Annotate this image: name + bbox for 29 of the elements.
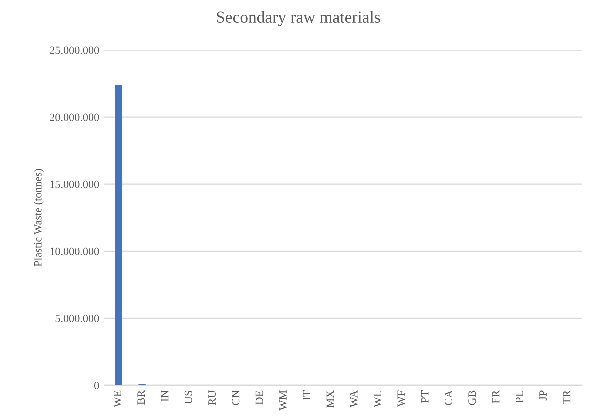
x-tick-label: TR	[563, 390, 571, 404]
x-tick-label: WF	[398, 390, 406, 407]
x-tick-label: FR	[492, 390, 500, 404]
x-tick-label: PT	[421, 390, 429, 403]
x-tick-label: MX	[326, 390, 334, 408]
y-tick-label: 15.000.000	[50, 180, 100, 188]
x-tick-label: BR	[138, 390, 146, 405]
y-tick-label: 5.000.000	[56, 314, 100, 322]
y-tick-label: 25.000.000	[50, 46, 100, 54]
x-tick-label: RU	[208, 390, 216, 406]
x-tick-label: WM	[280, 390, 288, 411]
x-tick-label: CA	[444, 390, 452, 406]
x-tick-label: DE	[256, 390, 264, 405]
x-tick-label: PL	[516, 391, 524, 403]
chart-title: Secondary raw materials	[217, 11, 380, 26]
x-tick-label: IT	[303, 390, 310, 400]
x-tick-label: IN	[161, 390, 169, 402]
bar	[115, 85, 122, 386]
x-tick-label: WA	[350, 390, 358, 408]
x-tick-label: CN	[232, 390, 240, 406]
x-tick-label: US	[184, 391, 192, 404]
x-tick-label: WE	[114, 390, 122, 408]
y-tick-label: 0	[94, 382, 100, 390]
y-tick-label: 10.000.000	[50, 248, 100, 256]
x-tick-label: GB	[468, 390, 476, 406]
y-axis-title: Plastic Waste (tonnes)	[34, 169, 44, 267]
x-tick-label: WL	[374, 391, 382, 408]
x-tick-label: JP	[540, 390, 548, 401]
y-tick-label: 20.000.000	[50, 114, 100, 122]
